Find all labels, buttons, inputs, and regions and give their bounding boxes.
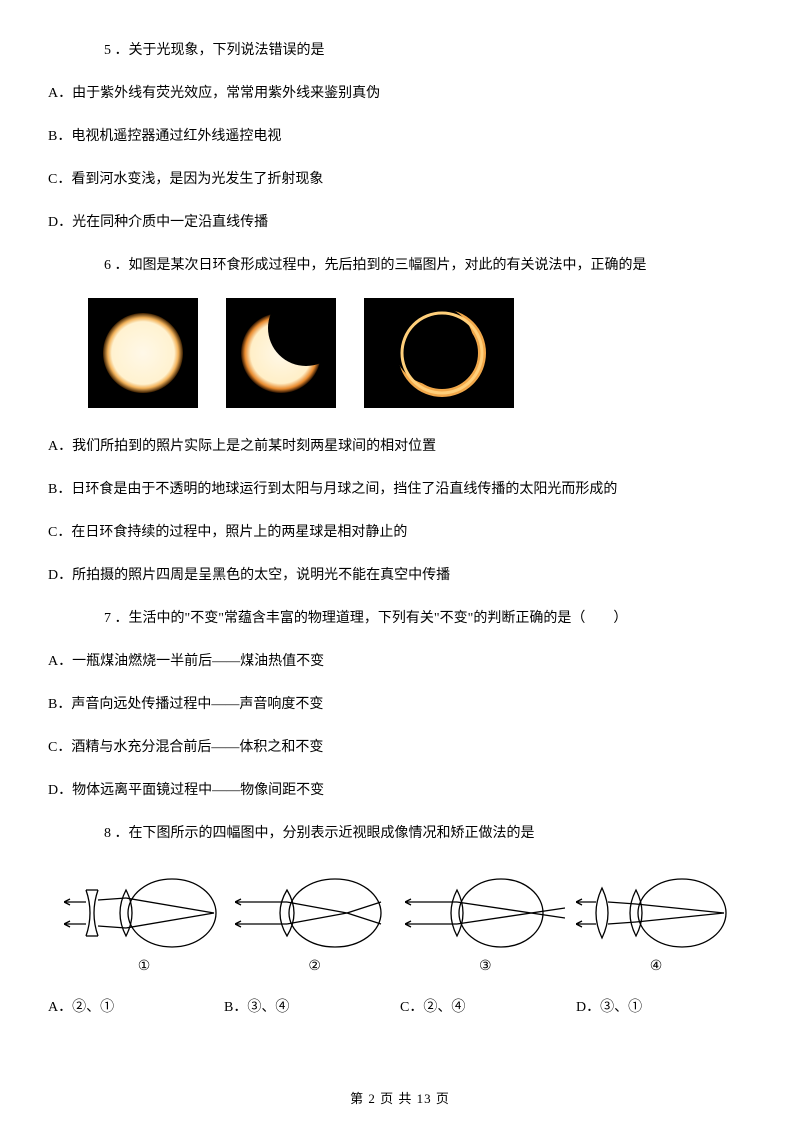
- q8-answer-a: A．②、①: [48, 997, 224, 1018]
- q7-stem: 7 ．生活中的"不变"常蕴含丰富的物理道理，下列有关"不变"的判断正确的是（ ）: [48, 608, 752, 629]
- q8-stem: 8 ．在下图所示的四幅图中，分别表示近视眼成像情况和矫正做法的是: [48, 823, 752, 844]
- eye-label-2: ②: [308, 956, 321, 977]
- eye-label-3: ③: [479, 956, 492, 977]
- q5-option-c: C．看到河水变浅，是因为光发生了折射现象: [48, 169, 752, 190]
- q6-option-c: C．在日环食持续的过程中，照片上的两星球是相对静止的: [48, 522, 752, 543]
- q8-answers: A．②、① B．③、④ C．②、④ D．③、①: [48, 997, 752, 1018]
- q5-stem: 5 ．关于光现象，下列说法错误的是: [48, 40, 752, 61]
- eclipse-images: [48, 298, 752, 408]
- q8-answer-c: C．②、④: [400, 997, 576, 1018]
- q6-option-d: D．所拍摄的照片四周是呈黑色的太空，说明光不能在真空中传播: [48, 565, 752, 586]
- q7-option-b: B．声音向远处传播过程中——声音响度不变: [48, 694, 752, 715]
- eye-diagram-4: ④: [576, 872, 736, 977]
- eye-diagram-3: ③: [405, 872, 565, 977]
- q8-answer-b: B．③、④: [224, 997, 400, 1018]
- q7-option-a: A．一瓶煤油燃烧一半前后——煤油热值不变: [48, 651, 752, 672]
- eclipse-img-3: [364, 298, 514, 408]
- q7-option-c: C．酒精与水充分混合前后——体积之和不变: [48, 737, 752, 758]
- q6-option-b: B．日环食是由于不透明的地球运行到太阳与月球之间，挡住了沿直线传播的太阳光而形成…: [48, 479, 752, 500]
- eye-diagrams: ① ②: [48, 872, 752, 977]
- q5-option-d: D．光在同种介质中一定沿直线传播: [48, 212, 752, 233]
- q6-stem: 6 ．如图是某次日环食形成过程中，先后拍到的三幅图片，对此的有关说法中，正确的是: [48, 255, 752, 276]
- q5-option-b: B．电视机遥控器通过红外线遥控电视: [48, 126, 752, 147]
- q5-option-a: A．由于紫外线有荧光效应，常常用紫外线来鉴别真伪: [48, 83, 752, 104]
- q8-answer-d: D．③、①: [576, 997, 752, 1018]
- eye-label-1: ①: [138, 956, 151, 977]
- eye-diagram-1: ①: [64, 872, 224, 977]
- eclipse-img-2: [226, 298, 336, 408]
- q7-option-d: D．物体远离平面镜过程中——物像间距不变: [48, 780, 752, 801]
- page-footer: 第 2 页 共 13 页: [0, 1089, 800, 1109]
- eye-label-4: ④: [650, 956, 663, 977]
- q6-option-a: A．我们所拍到的照片实际上是之前某时刻两星球间的相对位置: [48, 436, 752, 457]
- eclipse-img-1: [88, 298, 198, 408]
- eye-diagram-2: ②: [235, 872, 395, 977]
